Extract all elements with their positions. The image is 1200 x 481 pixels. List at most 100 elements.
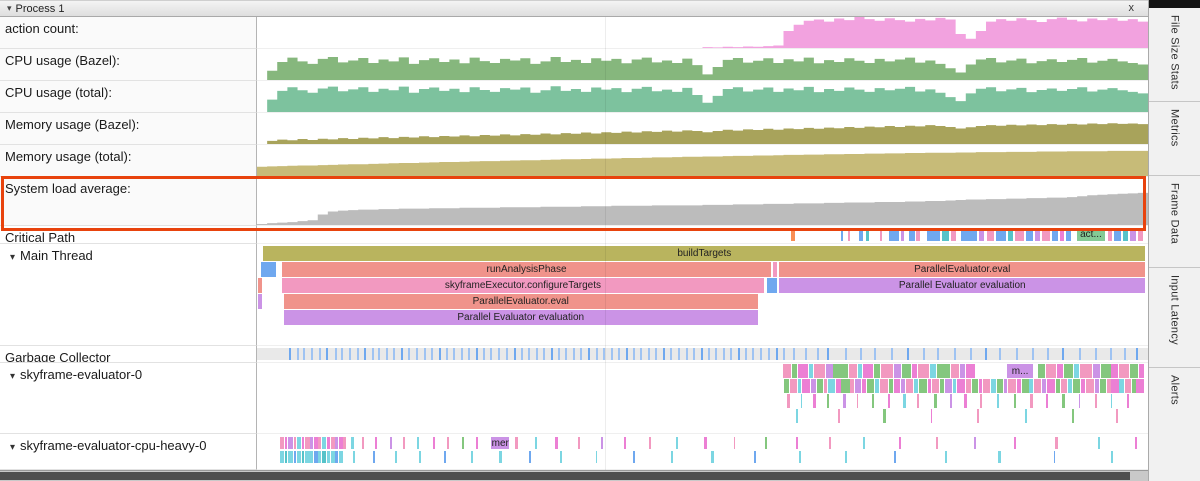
trace-slice[interactable] (873, 364, 880, 378)
trace-slice[interactable] (1110, 451, 1113, 463)
trace-slice[interactable] (959, 364, 966, 378)
gc-event-tick[interactable] (860, 348, 863, 360)
trace-slice[interactable] (966, 379, 971, 393)
gc-event-tick[interactable] (793, 348, 796, 360)
trace-slice[interactable] (1047, 379, 1056, 393)
gc-event-tick[interactable] (602, 348, 605, 360)
gc-event-tick[interactable] (423, 348, 426, 360)
trace-slice[interactable] (1072, 409, 1075, 423)
trace-slice[interactable] (837, 409, 840, 423)
trace-slice-labeled[interactable]: mer (491, 437, 510, 449)
cpu-usage-total-chart[interactable] (257, 81, 1148, 113)
track-label-critical-path[interactable]: Critical Path (0, 226, 257, 244)
trace-slice[interactable] (476, 437, 478, 449)
trace-slice[interactable] (905, 379, 913, 393)
trace-slice[interactable] (800, 394, 803, 408)
gc-event-tick[interactable] (498, 348, 501, 360)
trace-slice[interactable] (318, 437, 322, 449)
gc-event-tick[interactable] (1078, 348, 1081, 360)
trace-slice[interactable] (297, 451, 301, 463)
trace-slice[interactable] (1107, 228, 1113, 241)
trace-slice[interactable] (782, 364, 791, 378)
track-label-skyframe-evaluator-cpu-heavy-0[interactable]: ▾ skyframe-evaluator-cpu-heavy-0 (0, 434, 257, 470)
gc-event-tick[interactable] (445, 348, 448, 360)
trace-slice[interactable] (314, 451, 318, 463)
gc-event-tick[interactable] (1047, 348, 1050, 360)
gc-event-tick[interactable] (907, 348, 910, 360)
trace-slice[interactable] (942, 228, 950, 241)
gc-event-tick[interactable] (513, 348, 516, 360)
trace-slice[interactable] (950, 394, 952, 408)
trace-slice[interactable] (888, 379, 894, 393)
trace-slice[interactable] (991, 379, 996, 393)
gc-event-tick[interactable] (625, 348, 628, 360)
trace-slice[interactable] (1056, 379, 1060, 393)
chevron-down-icon[interactable]: ▾ (10, 252, 16, 263)
trace-slice[interactable] (798, 451, 801, 463)
trace-slice[interactable] (293, 451, 297, 463)
gc-event-tick[interactable] (738, 348, 741, 360)
trace-slice[interactable] (966, 364, 976, 378)
trace-slice[interactable] (827, 394, 830, 408)
trace-slice[interactable] (841, 379, 850, 393)
trace-slice[interactable] (403, 437, 406, 449)
tab-metrics[interactable]: Metrics (1149, 102, 1200, 176)
trace-slice[interactable] (1029, 379, 1034, 393)
trace-slice[interactable] (919, 379, 928, 393)
trace-slice[interactable] (811, 379, 816, 393)
trace-slice[interactable] (826, 364, 833, 378)
trace-slice[interactable] (796, 409, 799, 423)
trace-slice[interactable] (787, 394, 790, 408)
trace-slice[interactable] (1073, 379, 1081, 393)
trace-slice[interactable] (936, 364, 951, 378)
gc-event-tick[interactable] (752, 348, 755, 360)
trace-slice[interactable] (808, 364, 813, 378)
trace-slice-labeled[interactable]: Parallel Evaluator evaluation (283, 310, 758, 325)
trace-slice[interactable] (871, 394, 875, 408)
trace-slice[interactable] (353, 451, 356, 463)
gc-event-tick[interactable] (745, 348, 748, 360)
trace-slice[interactable] (1085, 379, 1094, 393)
gc-event-tick[interactable] (707, 348, 710, 360)
gc-event-tick[interactable] (760, 348, 763, 360)
trace-slice[interactable] (879, 228, 883, 241)
trace-slice[interactable] (850, 379, 854, 393)
trace-slice[interactable] (1107, 379, 1111, 393)
trace-slice[interactable] (957, 379, 966, 393)
trace-slice[interactable] (978, 379, 983, 393)
trace-slice[interactable] (929, 364, 936, 378)
trace-slice[interactable] (1118, 364, 1130, 378)
trace-slice[interactable] (1046, 394, 1049, 408)
gc-event-tick[interactable] (874, 348, 877, 360)
trace-slice[interactable] (351, 437, 354, 449)
trace-slice[interactable] (417, 437, 420, 449)
gc-event-tick[interactable] (580, 348, 583, 360)
trace-slice[interactable] (971, 379, 978, 393)
trace-slice[interactable] (916, 228, 920, 241)
trace-slice[interactable] (1136, 379, 1144, 393)
trace-slice[interactable] (577, 437, 580, 449)
trace-slice[interactable] (813, 364, 826, 378)
trace-slice[interactable] (1114, 228, 1122, 241)
trace-slice[interactable] (1017, 379, 1022, 393)
gc-event-tick[interactable] (303, 348, 306, 360)
trace-slice[interactable] (887, 394, 890, 408)
trace-slice-labeled[interactable]: m... (1007, 364, 1034, 378)
trace-slice[interactable] (797, 364, 808, 378)
trace-slice[interactable] (1025, 409, 1027, 423)
gc-event-tick[interactable] (663, 348, 666, 360)
trace-slice[interactable] (301, 437, 305, 449)
trace-slice[interactable] (1057, 364, 1064, 378)
gc-event-tick[interactable] (1061, 348, 1064, 360)
gc-event-tick[interactable] (476, 348, 479, 360)
gc-event-tick[interactable] (714, 348, 717, 360)
gc-event-tick[interactable] (782, 348, 785, 360)
trace-slice-labeled[interactable]: ParallelEvaluator.eval (779, 262, 1146, 277)
gc-event-tick[interactable] (804, 348, 807, 360)
trace-slice[interactable] (257, 294, 263, 309)
gc-event-tick[interactable] (685, 348, 688, 360)
gc-event-tick[interactable] (453, 348, 456, 360)
gc-event-tick[interactable] (297, 348, 300, 360)
gc-event-tick[interactable] (356, 348, 359, 360)
trace-slice[interactable] (996, 379, 1003, 393)
